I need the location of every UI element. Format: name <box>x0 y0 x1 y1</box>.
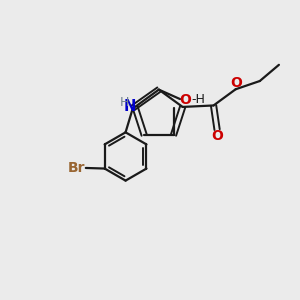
Text: -H: -H <box>191 93 205 106</box>
Text: H: H <box>119 96 129 109</box>
Text: O: O <box>230 76 242 90</box>
Text: Br: Br <box>68 161 86 175</box>
Text: O: O <box>211 129 223 143</box>
Text: N: N <box>124 99 136 114</box>
Text: O: O <box>179 93 191 106</box>
